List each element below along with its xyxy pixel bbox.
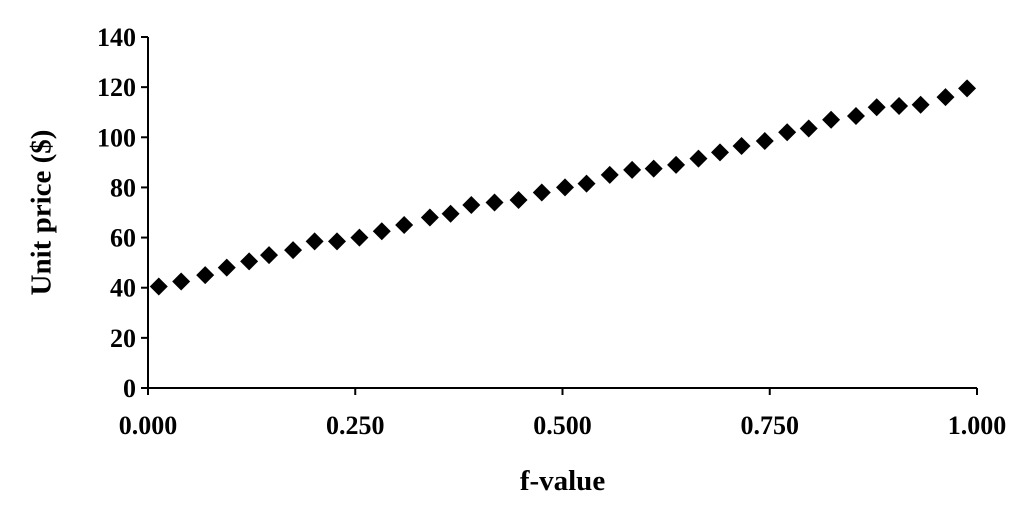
data-point (441, 204, 460, 223)
y-tick-label: 120 (97, 73, 136, 102)
data-point (755, 132, 774, 151)
data-points (149, 79, 977, 296)
y-tick-label: 60 (110, 224, 136, 253)
y-tick-label: 140 (97, 23, 136, 52)
data-point (644, 159, 663, 178)
data-point (846, 106, 865, 125)
y-tick-label: 0 (123, 374, 136, 403)
y-axis-ticks: 0 20 40 60 80 100 120 140 (97, 23, 148, 403)
data-point (532, 183, 551, 202)
data-point (395, 216, 414, 235)
data-point (260, 246, 279, 265)
data-point (217, 258, 236, 277)
data-point (240, 252, 259, 271)
x-tick-label: 0.500 (533, 411, 592, 440)
x-tick-label: 0.250 (326, 411, 385, 440)
data-point (149, 277, 168, 296)
data-point (958, 79, 977, 98)
data-point (689, 149, 708, 168)
x-axis-title: f-value (520, 465, 606, 497)
y-tick-label: 80 (110, 173, 136, 202)
x-axis-ticks: 0.000 0.250 0.500 0.750 1.000 (119, 388, 1007, 440)
y-axis-title: Unit price ($) (26, 130, 58, 296)
data-point (196, 266, 215, 285)
data-point (867, 98, 886, 117)
data-point (372, 222, 391, 241)
data-point (799, 119, 818, 138)
data-point (284, 241, 303, 260)
data-point (305, 232, 324, 251)
data-point (623, 160, 642, 179)
y-tick-label: 100 (97, 123, 136, 152)
data-point (172, 272, 191, 291)
data-point (732, 137, 751, 156)
x-tick-label: 1.000 (948, 411, 1007, 440)
data-point (711, 143, 730, 162)
data-point (577, 174, 596, 193)
data-point (485, 193, 504, 212)
x-tick-label: 0.000 (119, 411, 178, 440)
data-point (555, 178, 574, 197)
y-tick-label: 20 (110, 324, 136, 353)
data-point (509, 190, 528, 209)
data-point (822, 110, 841, 129)
y-tick-label: 40 (110, 274, 136, 303)
data-point (778, 123, 797, 142)
data-point (890, 96, 909, 115)
data-point (936, 88, 955, 107)
data-point (420, 208, 439, 227)
data-point (667, 155, 686, 174)
data-point (911, 95, 930, 114)
data-point (328, 232, 347, 251)
x-tick-label: 0.750 (741, 411, 800, 440)
data-point (462, 195, 481, 214)
data-point (600, 165, 619, 184)
data-point (350, 228, 369, 247)
